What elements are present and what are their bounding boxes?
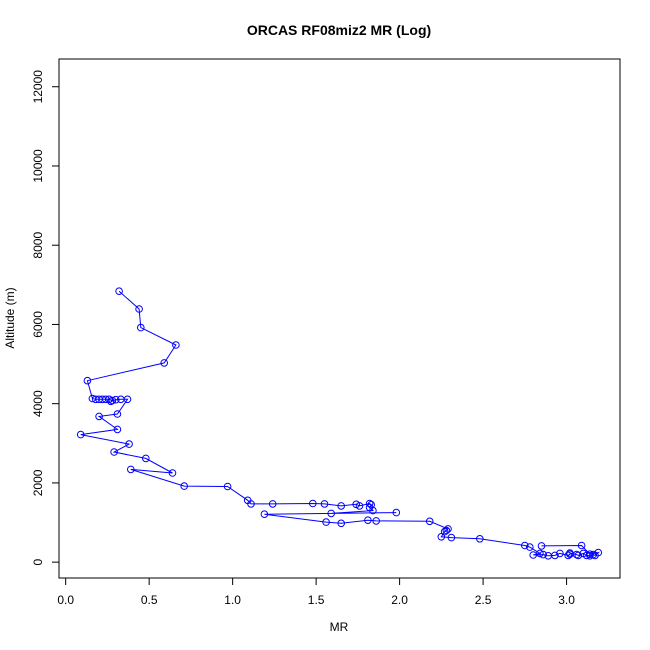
x-tick-label: 3.0 — [558, 593, 575, 607]
data-point — [564, 551, 573, 560]
data-point — [322, 518, 330, 526]
data-point — [142, 454, 150, 463]
data-point — [223, 482, 232, 491]
chart-title: ORCAS RF08miz2 MR (Log) — [247, 22, 431, 38]
x-tick-label: 1.5 — [308, 593, 325, 607]
y-tick-label: 4000 — [31, 390, 45, 417]
plot-frame — [58, 58, 621, 579]
y-tick-label: 6000 — [31, 311, 45, 338]
data-point — [337, 519, 346, 528]
y-tick-label: 2000 — [31, 469, 45, 496]
data-point — [76, 430, 85, 439]
data-point — [113, 410, 122, 418]
data-point — [115, 287, 123, 296]
data-point — [556, 549, 564, 558]
data-point — [135, 305, 143, 313]
data-point — [425, 517, 434, 526]
data-point — [337, 502, 346, 510]
data-point — [168, 469, 177, 477]
data-point — [526, 543, 534, 551]
data-point — [113, 425, 122, 434]
x-axis-label: MR — [330, 620, 349, 634]
data-point — [123, 395, 132, 404]
y-tick-label: 0 — [31, 558, 45, 565]
data-point — [437, 533, 446, 541]
data-point — [594, 548, 603, 557]
data-point — [247, 500, 255, 508]
series-line — [80, 290, 601, 557]
data-point — [355, 502, 364, 510]
data-point — [521, 541, 529, 550]
data-point — [260, 510, 269, 519]
y-tick-label: 12000 — [31, 70, 45, 104]
x-tick-label: 2.5 — [475, 593, 492, 607]
y-axis: 0 2000 4000 6000 8000 10000 12000 — [31, 70, 60, 565]
x-axis: 0.0 0.5 1.0 1.5 2.0 2.5 3.0 — [57, 577, 575, 607]
data-point — [180, 482, 188, 490]
y-tick-label: 10000 — [31, 149, 45, 183]
data-point — [586, 550, 594, 559]
data-point — [372, 517, 381, 525]
x-tick-label: 0.5 — [141, 593, 158, 607]
data-point — [125, 440, 133, 448]
data-point — [107, 397, 115, 406]
x-tick-label: 2.0 — [391, 593, 408, 607]
data-point — [160, 359, 168, 367]
data-point — [112, 395, 120, 404]
data-point — [268, 500, 277, 508]
data-point — [127, 465, 135, 474]
x-tick-label: 0.0 — [57, 593, 74, 607]
data-point — [364, 516, 372, 525]
data-point — [442, 526, 451, 535]
data-point — [440, 527, 449, 536]
data-point — [539, 550, 548, 559]
data-point — [392, 508, 401, 517]
data-point — [551, 551, 559, 560]
data-point — [309, 499, 317, 508]
data-point — [577, 541, 586, 550]
data-point — [327, 509, 336, 518]
data-point — [137, 323, 145, 332]
data-point — [476, 535, 484, 543]
data-point — [447, 533, 456, 542]
data-point — [537, 542, 546, 550]
data-series — [76, 287, 603, 560]
data-point — [529, 551, 538, 559]
data-point — [365, 499, 374, 508]
x-tick-label: 1.0 — [224, 593, 241, 607]
y-axis-label: Altitude (m) — [3, 287, 17, 348]
data-point — [95, 412, 103, 421]
y-tick-label: 8000 — [31, 232, 45, 259]
data-point — [83, 376, 92, 385]
data-point — [110, 448, 118, 456]
data-point — [574, 551, 583, 560]
data-point — [172, 341, 180, 349]
data-point — [320, 500, 329, 508]
data-point — [369, 506, 377, 515]
